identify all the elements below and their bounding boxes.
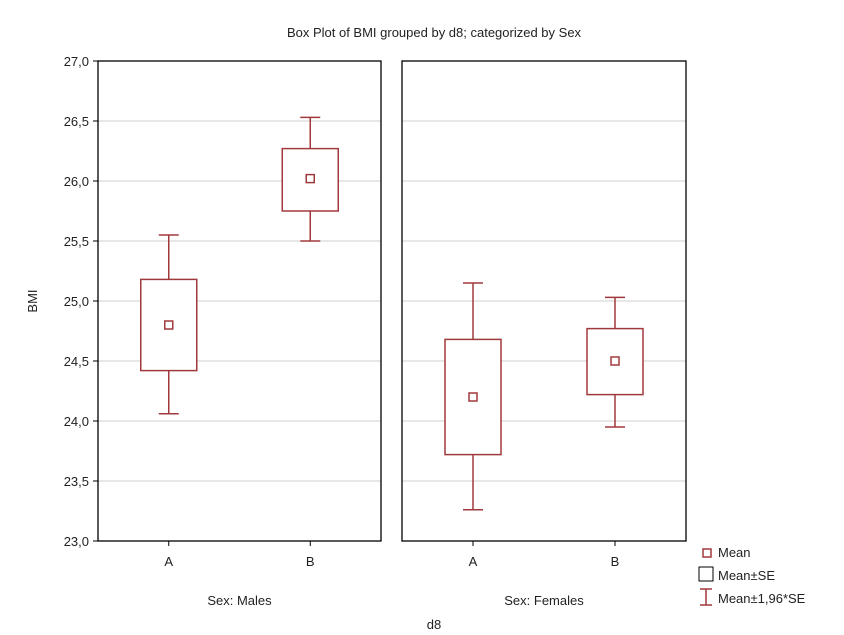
y-tick-label: 24,5 bbox=[64, 354, 89, 369]
chart-title: Box Plot of BMI grouped by d8; categoriz… bbox=[287, 25, 582, 40]
panel-label: Sex: Males bbox=[207, 593, 272, 608]
legend-mean-marker bbox=[702, 548, 712, 558]
x-tick-label: A bbox=[164, 554, 173, 569]
y-axis-label: BMI bbox=[25, 289, 40, 312]
se-box bbox=[140, 278, 198, 372]
mean-marker bbox=[610, 356, 620, 366]
legend-entry-se: Mean±SE bbox=[718, 568, 775, 583]
box-group: B bbox=[586, 296, 644, 569]
x-axis-label: d8 bbox=[427, 617, 441, 632]
y-tick-label: 23,5 bbox=[64, 474, 89, 489]
mean-marker bbox=[468, 392, 478, 402]
panel-label: Sex: Females bbox=[504, 593, 584, 608]
box-group: A bbox=[140, 234, 198, 569]
panel-frame bbox=[97, 60, 382, 542]
x-tick-label: B bbox=[611, 554, 620, 569]
panel-1: Sex: Females A B bbox=[401, 60, 687, 608]
box-group: B bbox=[281, 116, 339, 569]
legend-entry-ci: Mean±1,96*SE bbox=[718, 591, 806, 606]
se-box bbox=[586, 327, 644, 396]
y-tick-label: 24,0 bbox=[64, 414, 89, 429]
legend-entry-mean: Mean bbox=[718, 545, 751, 560]
y-axis-ticks: 23,0 23,5 24,0 24,5 25,0 25,5 26,0 26,5 27,0 bbox=[64, 54, 98, 549]
y-tick-label: 26,0 bbox=[64, 174, 89, 189]
se-box bbox=[444, 338, 502, 456]
panel-0: Sex: Males A B bbox=[97, 60, 382, 608]
se-box bbox=[281, 147, 339, 212]
legend-ci-marker bbox=[700, 588, 712, 606]
chart-legend: Mean Mean±SE Mean±1,96*SE bbox=[698, 545, 806, 606]
y-tick-label: 26,5 bbox=[64, 114, 89, 129]
y-tick-label: 27,0 bbox=[64, 54, 89, 69]
mean-marker bbox=[164, 320, 174, 330]
legend-se-marker bbox=[698, 566, 714, 582]
chart-panels: Sex: Males A B Sex: Females A B bbox=[97, 60, 687, 608]
y-tick-label: 23,0 bbox=[64, 534, 89, 549]
panel-frame bbox=[401, 60, 687, 542]
mean-marker bbox=[305, 173, 315, 184]
y-tick-label: 25,0 bbox=[64, 294, 89, 309]
x-tick-label: A bbox=[469, 554, 478, 569]
y-tick-label: 25,5 bbox=[64, 234, 89, 249]
x-tick-label: B bbox=[306, 554, 315, 569]
box-group: A bbox=[444, 282, 502, 569]
